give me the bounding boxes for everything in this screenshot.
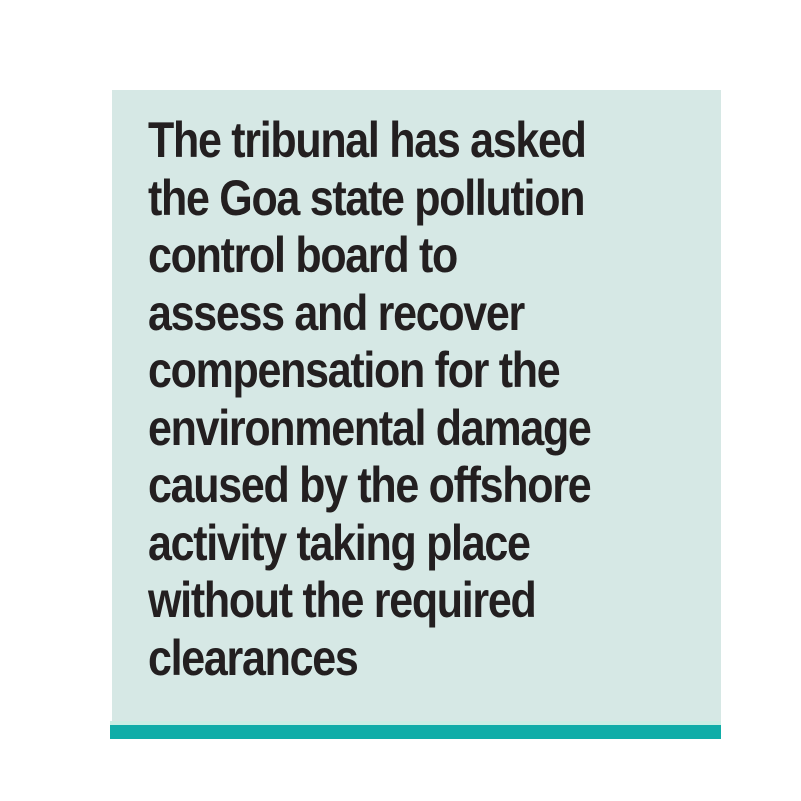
- quote-line: environmental damage: [148, 399, 592, 456]
- quote-line: caused by the offshore: [148, 457, 592, 513]
- quote-line: clearances: [148, 629, 359, 686]
- pull-quote-text: The tribunal has asked the Goa state pol…: [148, 112, 698, 687]
- quote-line: assess and recover: [148, 284, 525, 341]
- quote-line: without the required: [148, 572, 537, 628]
- quote-line: The tribunal has asked: [148, 112, 587, 168]
- accent-bar-highlight: [110, 721, 721, 725]
- pull-quote-card: The tribunal has asked the Goa state pol…: [112, 90, 721, 723]
- quote-line: compensation for the: [148, 342, 561, 398]
- quote-line: the Goa state pollution: [148, 169, 585, 226]
- accent-bar: [110, 725, 721, 739]
- quote-line: control board to: [148, 227, 458, 283]
- quote-line: activity taking place: [148, 514, 531, 571]
